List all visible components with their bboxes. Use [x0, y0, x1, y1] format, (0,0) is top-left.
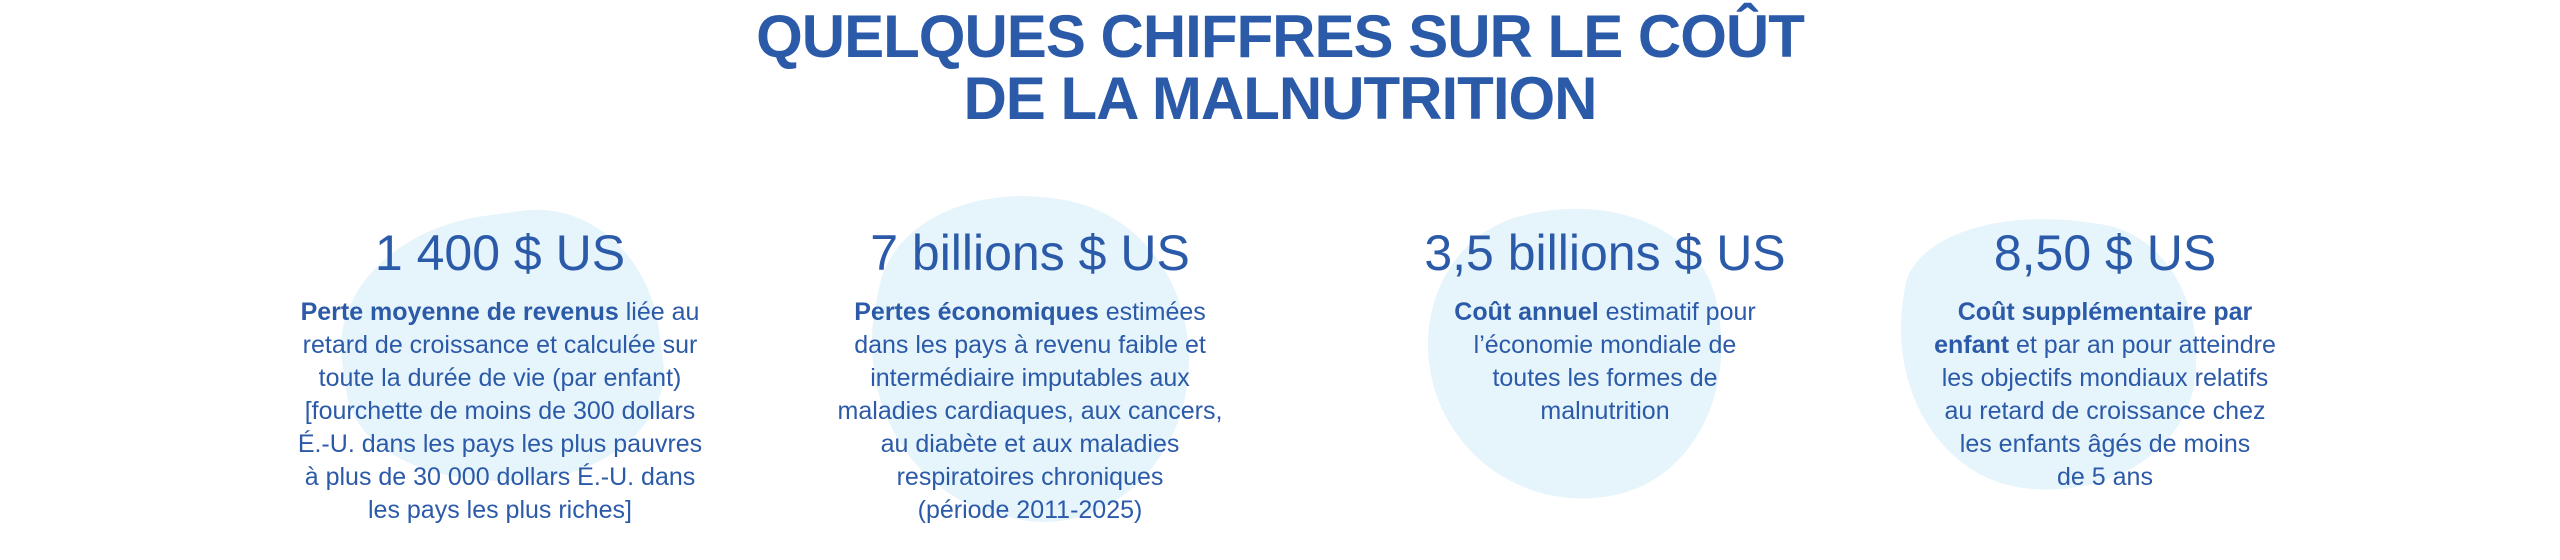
stat-description: Pertes économiques estimées dans les pay… — [837, 298, 1223, 524]
stat-value: 3,5 billions $ US — [1424, 225, 1786, 281]
stat-description-highlight: enfant — [1934, 331, 2010, 359]
stat-description-highlight: Pertes économiques — [854, 298, 1099, 326]
stat-card-economic-losses: 7 billions $ US Pertes économiques estim… — [810, 0, 1250, 560]
page-title-line-2: DE LA MALNUTRITION — [963, 65, 1597, 132]
stat-description: Perte moyenne de revenus liée au retard … — [297, 298, 703, 524]
stat-description-highlight: Coût annuel — [1454, 298, 1599, 326]
stat-value: 7 billions $ US — [870, 225, 1190, 281]
page-title-line-1: QUELQUES CHIFFRES SUR LE COÛT — [756, 3, 1805, 70]
stat-description: Coût supplémentaire par enfant et par an… — [1934, 298, 2276, 491]
stat-value: 1 400 $ US — [374, 225, 626, 281]
stat-value: 8,50 $ US — [1993, 225, 2217, 281]
stat-description-highlight: Coût supplémentaire par — [1957, 298, 2253, 326]
stat-description-highlight: Perte moyenne de revenus — [300, 298, 619, 326]
stat-card-additional-cost: 8,50 $ US Coût supplémentaire par enfant… — [1879, 0, 2325, 560]
stat-description: Coût annuel estimatif pour l’économie mo… — [1454, 298, 1756, 425]
stat-card-annual-cost: 3,5 billions $ US Coût annuel estimatif … — [1385, 0, 1825, 560]
page-title: QUELQUES CHIFFRES SUR LE COÛT DE LA MALN… — [0, 6, 2560, 130]
stat-card-income-loss: 1 400 $ US Perte moyenne de revenus liée… — [280, 0, 720, 560]
